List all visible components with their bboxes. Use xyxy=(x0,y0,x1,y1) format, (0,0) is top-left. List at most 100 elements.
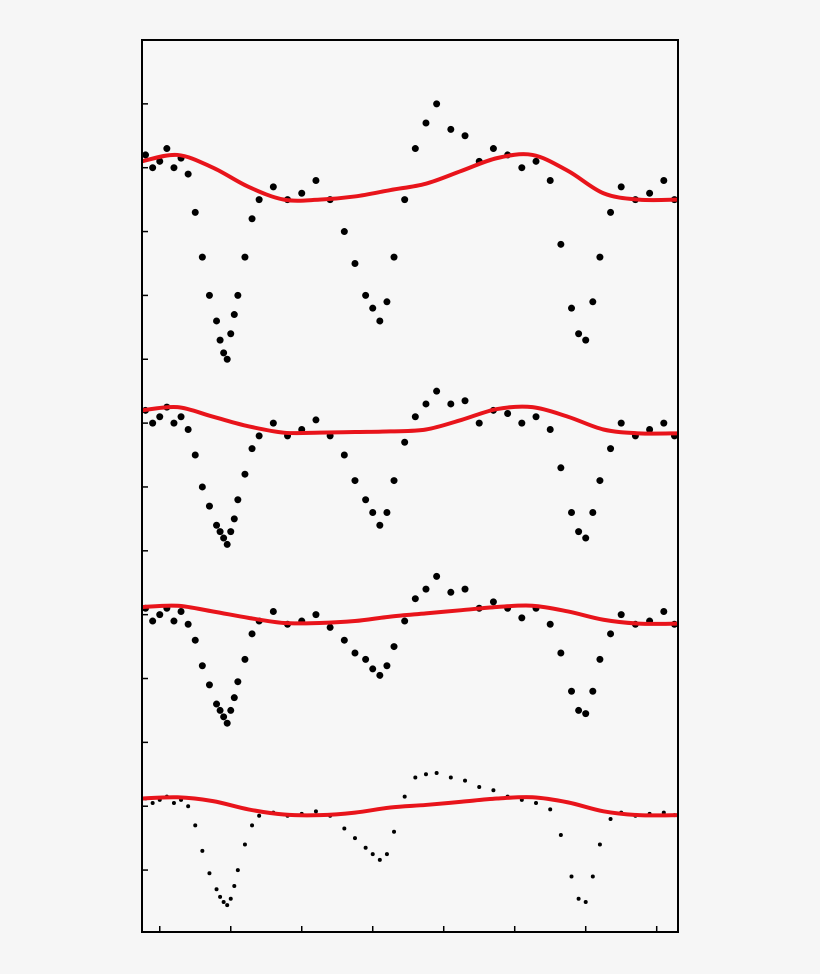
data-point xyxy=(582,336,590,344)
data-point xyxy=(269,607,277,615)
data-point xyxy=(557,240,565,248)
data-point xyxy=(223,540,231,548)
data-point xyxy=(489,145,497,153)
data-point xyxy=(558,832,563,837)
data-point xyxy=(534,801,539,806)
data-point xyxy=(518,419,526,427)
data-point xyxy=(220,713,228,721)
data-point xyxy=(312,611,320,619)
data-point xyxy=(660,607,668,615)
data-point xyxy=(205,502,213,510)
data-point xyxy=(596,253,604,261)
data-point xyxy=(646,189,654,197)
data-point xyxy=(582,534,590,542)
data-point xyxy=(242,842,247,847)
data-point xyxy=(390,253,398,261)
data-point xyxy=(411,413,419,421)
data-point xyxy=(660,419,668,427)
data-point xyxy=(156,611,164,619)
data-point xyxy=(351,477,359,485)
data-point xyxy=(170,164,178,172)
data-point xyxy=(597,842,602,847)
data-point xyxy=(447,125,455,133)
data-point xyxy=(298,189,306,197)
data-point xyxy=(170,419,178,427)
data-point xyxy=(646,425,654,433)
data-point xyxy=(377,857,382,862)
data-point xyxy=(326,623,334,631)
data-point xyxy=(216,336,224,344)
data-point xyxy=(557,649,565,657)
data-point xyxy=(227,330,235,338)
data-point xyxy=(150,801,155,806)
data-point xyxy=(433,572,441,580)
data-point xyxy=(227,706,235,714)
data-point xyxy=(156,157,164,165)
data-point xyxy=(313,809,318,814)
data-point xyxy=(241,655,249,663)
data-point xyxy=(402,794,407,799)
data-point xyxy=(568,508,576,516)
data-point xyxy=(234,291,242,299)
data-point xyxy=(557,464,565,472)
data-point xyxy=(390,643,398,651)
data-point xyxy=(617,183,625,191)
data-point xyxy=(228,896,233,901)
data-point xyxy=(193,823,198,828)
data-point xyxy=(582,710,590,718)
data-point xyxy=(546,620,554,628)
data-point xyxy=(198,483,206,491)
data-point xyxy=(447,588,455,596)
data-point xyxy=(489,598,497,606)
data-point xyxy=(617,419,625,427)
data-point xyxy=(230,311,238,319)
data-point xyxy=(184,620,192,628)
data-point xyxy=(156,413,164,421)
data-point xyxy=(340,636,348,644)
data-point xyxy=(370,852,375,857)
data-point xyxy=(205,681,213,689)
data-point xyxy=(376,317,384,325)
data-point xyxy=(149,617,157,625)
data-point xyxy=(248,445,256,453)
data-point xyxy=(234,678,242,686)
data-point xyxy=(363,845,368,850)
data-point xyxy=(447,400,455,408)
data-point xyxy=(589,687,597,695)
data-point xyxy=(214,887,219,892)
data-point xyxy=(590,874,595,879)
data-point xyxy=(257,813,262,818)
data-point xyxy=(376,671,384,679)
data-point xyxy=(589,298,597,306)
data-point xyxy=(232,884,237,889)
data-point xyxy=(362,291,370,299)
data-point xyxy=(568,304,576,312)
data-point xyxy=(477,785,482,790)
data-point xyxy=(532,157,540,165)
data-point xyxy=(376,521,384,529)
data-point xyxy=(351,259,359,267)
data-point xyxy=(241,253,249,261)
data-point xyxy=(575,528,583,536)
data-point xyxy=(342,826,347,831)
data-point xyxy=(532,413,540,421)
data-point xyxy=(198,253,206,261)
data-point xyxy=(575,706,583,714)
data-point xyxy=(461,585,469,593)
data-point xyxy=(186,804,191,809)
data-point xyxy=(448,775,453,780)
data-point xyxy=(213,317,221,325)
data-point xyxy=(227,528,235,536)
data-point xyxy=(230,694,238,702)
data-point xyxy=(142,151,150,159)
data-point xyxy=(413,775,418,780)
data-point xyxy=(269,419,277,427)
data-point xyxy=(213,521,221,529)
data-point xyxy=(423,772,428,777)
data-point xyxy=(170,617,178,625)
data-point xyxy=(149,419,157,427)
data-point xyxy=(220,534,228,542)
data-point xyxy=(362,496,370,504)
data-point xyxy=(607,630,615,638)
